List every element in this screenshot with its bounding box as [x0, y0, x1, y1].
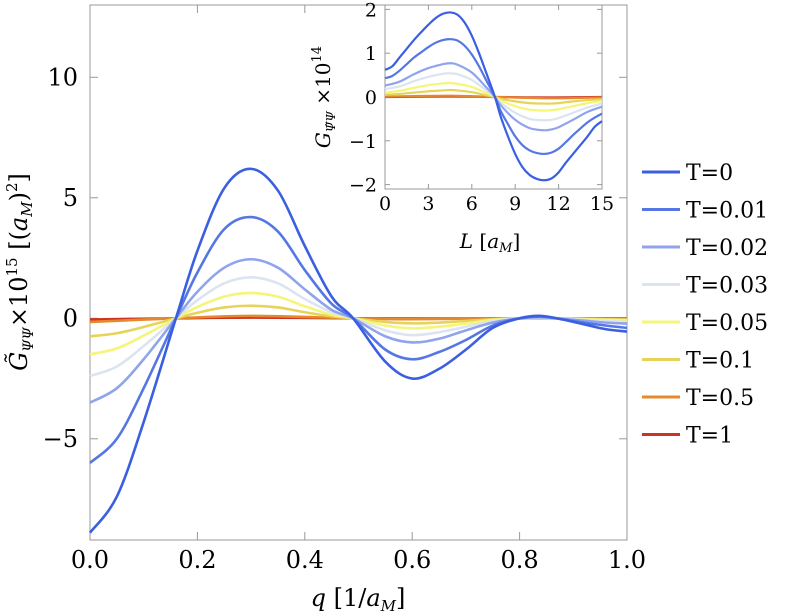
- inset-y-tick-label: −1: [349, 131, 377, 153]
- main-plot-frame: [89, 4, 628, 541]
- inset-x-tick-label: 0: [379, 193, 391, 215]
- main-y-axis-title: G̃ΨΨ×1015 [(aM)2]: [3, 173, 37, 371]
- inset-x-tick-label: 6: [466, 193, 478, 215]
- legend: T=0 T=0.01 T=0.02 T=0.03 T=0.05 T=0.1 T=0.5 T=1: [642, 161, 768, 449]
- inset-y-tick-label: −2: [349, 175, 377, 197]
- inset-x-tick-label: 15: [590, 193, 614, 215]
- main-x-tick-label: 0.4: [286, 546, 324, 574]
- main-x-tick-label: 0.6: [393, 546, 431, 574]
- legend-label: T=0: [686, 161, 733, 186]
- main-x-tick-label: 0.2: [178, 546, 216, 574]
- legend-label: T=0.02: [686, 236, 768, 261]
- legend-label: T=0.5: [686, 386, 754, 411]
- inset-y-tick-label: 1: [365, 43, 377, 65]
- main-y-tick-label: −5: [43, 425, 78, 453]
- inset-x-tick-label: 3: [422, 193, 434, 215]
- main-series: [88, 167, 628, 534]
- main-y-tick-label: 5: [63, 184, 78, 212]
- legend-label: T=1: [686, 424, 733, 449]
- inset-x-axis-title: L [aM]: [459, 229, 521, 256]
- inset-y-tick-label: 0: [365, 87, 377, 109]
- legend-label: T=0.1: [686, 349, 754, 374]
- inset-x-tick-label: 9: [509, 193, 521, 215]
- main-y-tick-label: 0: [63, 304, 78, 332]
- main-x-axis-title: q [1/aM]: [311, 584, 406, 615]
- main-x-tick-label: 0.0: [71, 546, 109, 574]
- main-x-tick-label: 0.8: [501, 546, 539, 574]
- main-x-tick-label: 1.0: [608, 546, 646, 574]
- inset-series-line-t-0: [384, 11, 603, 182]
- legend-label: T=0.05: [686, 311, 768, 336]
- inset-series: [384, 11, 603, 182]
- main-y-tick-label: 10: [47, 63, 78, 91]
- inset-y-axis-title: GΨ̃Ψ ×1014: [310, 46, 338, 148]
- main-series-line-t-0: [88, 167, 628, 534]
- legend-label: T=0.03: [686, 274, 768, 299]
- legend-label: T=0.01: [686, 199, 768, 224]
- inset-x-tick-label: 12: [547, 193, 571, 215]
- inset-y-tick-label: 2: [365, 0, 377, 21]
